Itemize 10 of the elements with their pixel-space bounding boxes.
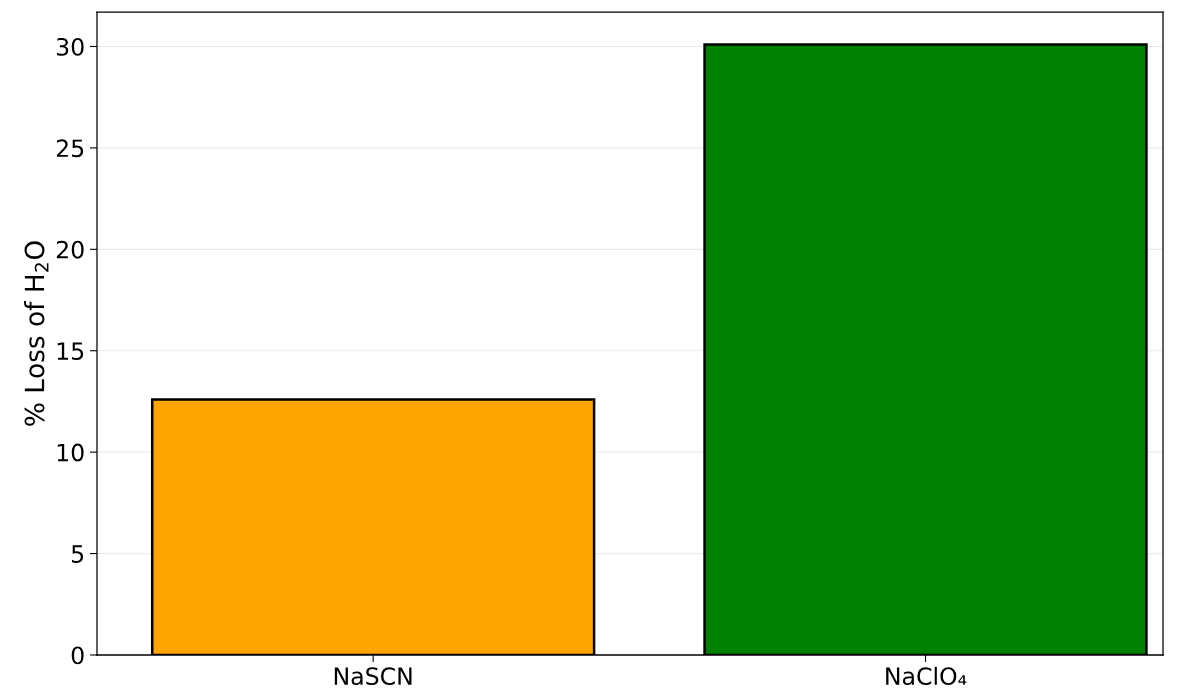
y-tick-label: 0 (71, 646, 84, 665)
y-tick-label: 20 (56, 240, 84, 259)
y-tick-label: 25 (56, 139, 84, 158)
x-tick-label: NaSCN (334, 667, 412, 686)
y-tick-label: 30 (56, 37, 84, 56)
y-tick-label: 5 (71, 545, 84, 563)
x-tick-label: NaClO₄ (886, 666, 967, 686)
y-tick-label: 10 (57, 443, 84, 462)
y-tick-label: 15 (57, 342, 84, 361)
y-axis-title: % Loss of H$_{2}$O (24, 241, 49, 426)
